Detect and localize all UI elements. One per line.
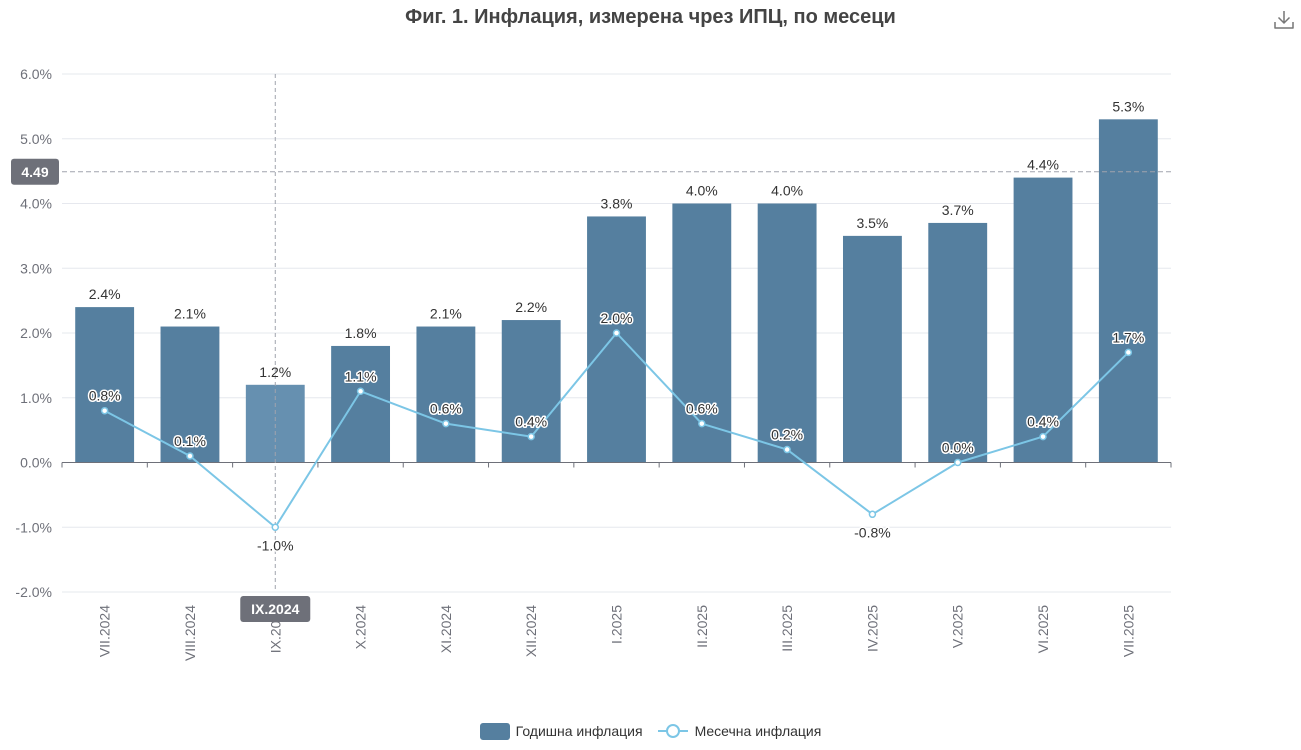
line-point-monthly[interactable]: [1039, 432, 1047, 441]
x-tick-label: XII.2024: [523, 605, 539, 657]
line-point-monthly[interactable]: [271, 523, 280, 531]
y-tick-label: 6.0%: [20, 66, 52, 82]
line-point-monthly[interactable]: [868, 510, 877, 519]
x-tick-label: I.2025: [609, 605, 625, 644]
download-icon[interactable]: [1272, 8, 1296, 32]
line-data-label: 1.1%: [345, 368, 377, 384]
line-data-label: 0.6%: [686, 401, 718, 417]
bar-data-label: 2.1%: [174, 306, 206, 322]
bar-annual[interactable]: [501, 320, 561, 463]
bar-data-label: 1.2%: [259, 364, 291, 380]
legend-item-monthly[interactable]: Месечна инфлация: [657, 722, 822, 740]
x-tick-label: X.2024: [353, 605, 369, 650]
bar-annual[interactable]: [75, 307, 135, 463]
bar-data-label: 2.2%: [515, 299, 547, 315]
line-point-monthly[interactable]: [612, 329, 621, 337]
line-data-label: 0.1%: [174, 433, 206, 449]
chart-area[interactable]: -2.0% -1.0% 0.0% 1.0% 2.0% 3.0% 4.0% 5.0% 6.0% 2.…: [0, 0, 1301, 710]
x-tick-label: VII.2024: [97, 605, 113, 657]
line-data-label: 0.2%: [771, 427, 803, 443]
bar-data-label: 2.1%: [430, 306, 462, 322]
y-tick-label: 1.0%: [20, 390, 52, 406]
line-data-label: 2.0%: [601, 310, 633, 326]
line-point-monthly[interactable]: [186, 452, 194, 460]
line-point-monthly[interactable]: [442, 419, 450, 428]
x-tick-label: VII.2025: [1120, 605, 1136, 657]
x-tick-label: XI.2024: [438, 605, 454, 653]
line-point-monthly[interactable]: [356, 387, 365, 396]
line-data-label: 0.4%: [1027, 414, 1059, 430]
x-tick-label: VIII.2024: [182, 605, 198, 661]
bar-data-label: 3.5%: [856, 215, 888, 231]
line-point-monthly[interactable]: [698, 419, 706, 428]
y-tick-label: -2.0%: [15, 584, 52, 600]
crosshair-y-label: 4.49: [21, 164, 48, 180]
bar-annual[interactable]: [587, 216, 646, 463]
bar-annual[interactable]: [757, 203, 817, 463]
x-tick-label: IV.2025: [864, 605, 880, 652]
bar-annual[interactable]: [842, 235, 902, 463]
legend-line-swatch: [657, 724, 688, 738]
x-tick-label: III.2025: [779, 605, 795, 652]
line-data-label: 0.6%: [430, 401, 462, 417]
legend-label-annual: Годишна инфлация: [515, 723, 643, 739]
line-data-label: -0.8%: [854, 524, 891, 540]
crosshair-x-label: IX.2024: [251, 601, 299, 617]
line-point-monthly[interactable]: [783, 445, 791, 454]
bar-data-label: 4.0%: [771, 183, 803, 199]
line-point-monthly[interactable]: [100, 406, 109, 415]
bar-data-label: 3.8%: [601, 195, 633, 211]
line-data-label: 0.0%: [942, 440, 974, 456]
line-data-label: -1.0%: [257, 537, 294, 553]
legend-label-monthly: Месечна инфлация: [694, 723, 822, 739]
line-data-label: 0.8%: [89, 388, 121, 404]
bar-annual[interactable]: [416, 326, 476, 463]
bar-data-label: 5.3%: [1112, 98, 1144, 114]
x-tick-label: VI.2025: [1035, 605, 1051, 653]
legend-bar-swatch: [479, 722, 510, 740]
legend: Годишна инфлация Месечна инфлация: [0, 722, 1301, 740]
line-point-monthly[interactable]: [953, 458, 962, 467]
bar-data-label: 1.8%: [345, 325, 377, 341]
bar-data-label: 4.0%: [686, 183, 718, 199]
chart-title: Фиг. 1. Инфлация, измерена чрез ИПЦ, по …: [405, 6, 896, 28]
bar-annual[interactable]: [928, 222, 988, 463]
bar-data-label: 2.4%: [89, 286, 121, 302]
bar-annual[interactable]: [1013, 177, 1073, 463]
y-tick-label: 3.0%: [20, 260, 52, 276]
crosshair-x-badge: [240, 596, 311, 622]
line-data-label: 1.7%: [1112, 329, 1144, 345]
line-point-monthly[interactable]: [1124, 348, 1133, 357]
legend-item-annual[interactable]: Годишна инфлация: [479, 722, 643, 740]
x-tick-label: II.2025: [694, 605, 710, 648]
bar-annual[interactable]: [672, 203, 732, 463]
crosshair-y-badge: [11, 158, 59, 185]
bar-data-label: 3.7%: [942, 202, 974, 218]
bar-data-label: 4.4%: [1027, 157, 1059, 173]
line-data-label: 0.4%: [515, 414, 547, 430]
y-tick-label: 0.0%: [20, 455, 52, 471]
x-tick-label: V.2025: [950, 605, 966, 648]
bar-annual[interactable]: [1098, 119, 1158, 463]
line-point-monthly[interactable]: [527, 432, 535, 441]
bar-annual[interactable]: [160, 326, 220, 463]
y-tick-label: 4.0%: [20, 196, 52, 212]
bar-annual[interactable]: [331, 345, 391, 463]
y-tick-label: 5.0%: [20, 131, 52, 147]
y-tick-label: 2.0%: [20, 325, 52, 341]
y-tick-label: -1.0%: [15, 519, 52, 535]
